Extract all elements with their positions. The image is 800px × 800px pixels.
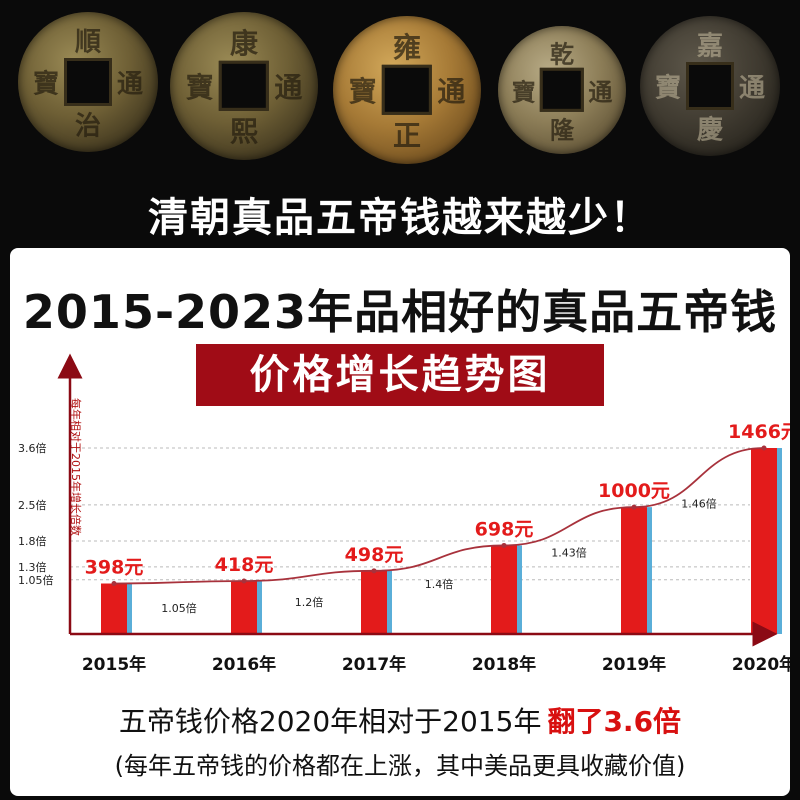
y-tick-label: 3.6倍 (18, 441, 47, 455)
bar-series (101, 448, 782, 634)
coin-character: 雍 (392, 30, 422, 64)
coin-square-hole (64, 58, 112, 106)
y-tick-label: 1.8倍 (18, 534, 47, 548)
summary-line: 五帝钱价格2020年相对于2015年 翻了3.6倍 (10, 700, 790, 740)
coin-character: 慶 (696, 115, 724, 146)
bar-value-label: 1466元 (728, 421, 790, 443)
coin-character: 通 (116, 69, 144, 100)
bar (751, 448, 777, 634)
coin-character: 通 (588, 77, 613, 107)
bar (621, 507, 647, 634)
coin-character: 通 (437, 75, 466, 108)
bar-value-label: 418元 (215, 554, 274, 576)
trend-line-series (111, 445, 767, 587)
note-line: (每年五帝钱的价格都在上涨，其中美品更具收藏价值) (114, 752, 686, 780)
bar (361, 570, 387, 634)
card-title: 2015-2023年品相好的真品五帝钱 (22, 285, 778, 339)
x-tick-label: 2018年 (472, 654, 536, 675)
coin-character: 乾 (550, 39, 574, 69)
trend-point (761, 445, 767, 451)
coin-character: 治 (74, 111, 102, 142)
chart-card: 2015-2023年品相好的真品五帝钱 价格增长趋势图 1.05倍 1.3倍 1.8… (10, 248, 790, 796)
coin-kangxi: 康 熙 通 寶 (170, 12, 318, 160)
bar-value-label: 698元 (475, 518, 534, 540)
coin-character: 通 (738, 73, 766, 104)
trend-point (111, 581, 117, 587)
y-tick-label: 2.5倍 (18, 498, 47, 512)
bar (101, 583, 127, 634)
coin-character: 嘉 (696, 31, 724, 62)
growth-multiplier-label: 1.46倍 (681, 497, 717, 511)
trend-point (631, 504, 637, 510)
bar (491, 545, 517, 634)
coin-character: 寶 (654, 73, 682, 104)
coin-character: 通 (274, 71, 303, 104)
growth-multiplier-label: 1.4倍 (425, 577, 454, 591)
coin-shunzhi: 順 治 通 寶 (18, 12, 158, 152)
growth-multiplier-label: 1.43倍 (551, 545, 587, 559)
trend-point (371, 568, 377, 574)
coin-square-hole (381, 64, 433, 116)
bar-value-label: 398元 (85, 557, 144, 579)
summary-text: 五帝钱价格2020年相对于2015年 (118, 705, 542, 738)
x-tick-label: 2016年 (212, 654, 276, 675)
bar-value-label: 498元 (345, 544, 404, 566)
coin-character: 隆 (550, 115, 574, 145)
coin-character: 正 (392, 119, 422, 153)
chart-title-banner: 价格增长趋势图 (196, 344, 604, 406)
growth-multiplier-label: 1.05倍 (161, 601, 197, 615)
coin-character: 康 (229, 26, 259, 60)
y-tick-label: 1.05倍 (18, 573, 54, 587)
y-tick-label: 1.3倍 (18, 560, 47, 574)
coin-qianlong: 乾 隆 通 寶 (498, 26, 626, 154)
coin-character: 寶 (511, 77, 536, 107)
y-axis-title: 每年相对于2015年增长倍数 (69, 398, 83, 536)
coin-square-hole (218, 60, 270, 112)
bar-value-label: 1000元 (598, 480, 670, 502)
growth-multiplier-label: 1.2倍 (295, 595, 324, 609)
trend-line (113, 447, 765, 585)
trend-point (501, 542, 507, 548)
x-tick-label: 2015年 (82, 654, 146, 675)
coin-character: 寶 (185, 71, 214, 104)
x-tick-label: 2019年 (602, 654, 666, 675)
trend-point (241, 578, 247, 584)
coin-character: 順 (74, 27, 102, 58)
coin-yongzheng: 雍 正 通 寶 (333, 16, 481, 164)
coin-square-hole (539, 67, 585, 113)
coin-character: 寶 (348, 75, 377, 108)
summary-highlight: 翻了3.6倍 (547, 705, 682, 738)
x-tick-label: 2020年 (732, 654, 790, 675)
x-tick-label: 2017年 (342, 654, 406, 675)
bar (231, 580, 257, 634)
headline: 清朝真品五帝钱越来越少！ (148, 195, 652, 241)
coin-jiaqing: 嘉 慶 通 寶 (640, 16, 780, 156)
coin-square-hole (686, 62, 734, 110)
coin-strip: 順 治 通 寶 康 熙 通 寶 雍 正 通 寶 乾 隆 通 寶 嘉 慶 通 寶 (0, 0, 800, 175)
coin-character: 熙 (229, 115, 259, 149)
coin-character: 寶 (32, 69, 60, 100)
